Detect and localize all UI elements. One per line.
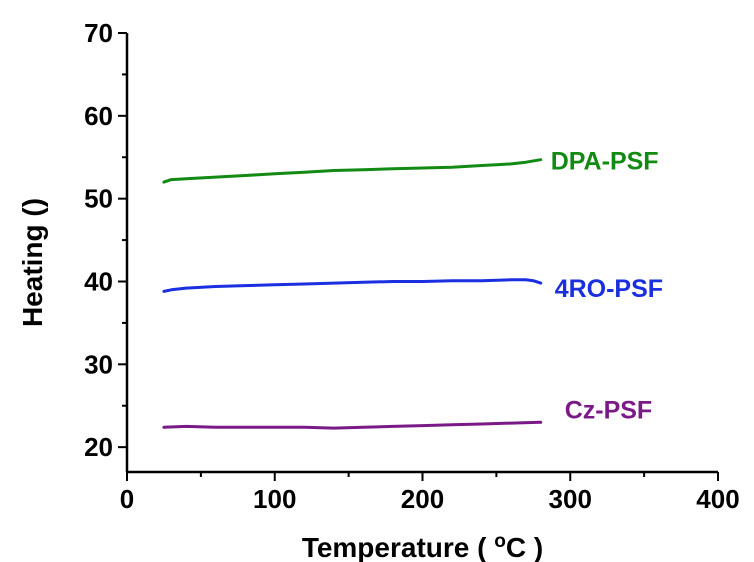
series-label-4ro-psf: 4RO-PSF	[555, 275, 663, 303]
y-tick-label: 20	[84, 432, 113, 462]
series-line-cz-psf	[162, 420, 543, 430]
y-tick-label: 30	[84, 349, 113, 379]
y-tick-label: 60	[84, 101, 113, 131]
series-line-4ro-psf	[162, 278, 543, 293]
ticks: 0 100 200 300 400 20 30 40 50 60 70	[84, 18, 740, 514]
series-label-cz-psf: Cz-PSF	[565, 396, 653, 424]
x-tick-label: 100	[253, 484, 296, 514]
y-tick-label: 40	[84, 266, 113, 296]
series-lines	[162, 158, 543, 430]
x-tick-label: 300	[549, 484, 592, 514]
y-axis-title: Heating ()	[17, 198, 48, 327]
x-axis-title: Temperature ( oC )	[302, 531, 543, 562]
x-tick-label: 0	[120, 484, 134, 514]
y-tick-label: 50	[84, 184, 113, 214]
y-tick-label: 70	[84, 18, 113, 48]
series-label-dpa-psf: DPA-PSF	[551, 148, 659, 176]
x-tick-label: 200	[401, 484, 444, 514]
series-line-dpa-psf	[162, 158, 543, 184]
series-labels: DPA-PSF 4RO-PSF Cz-PSF	[551, 148, 663, 425]
x-tick-label: 400	[696, 484, 739, 514]
